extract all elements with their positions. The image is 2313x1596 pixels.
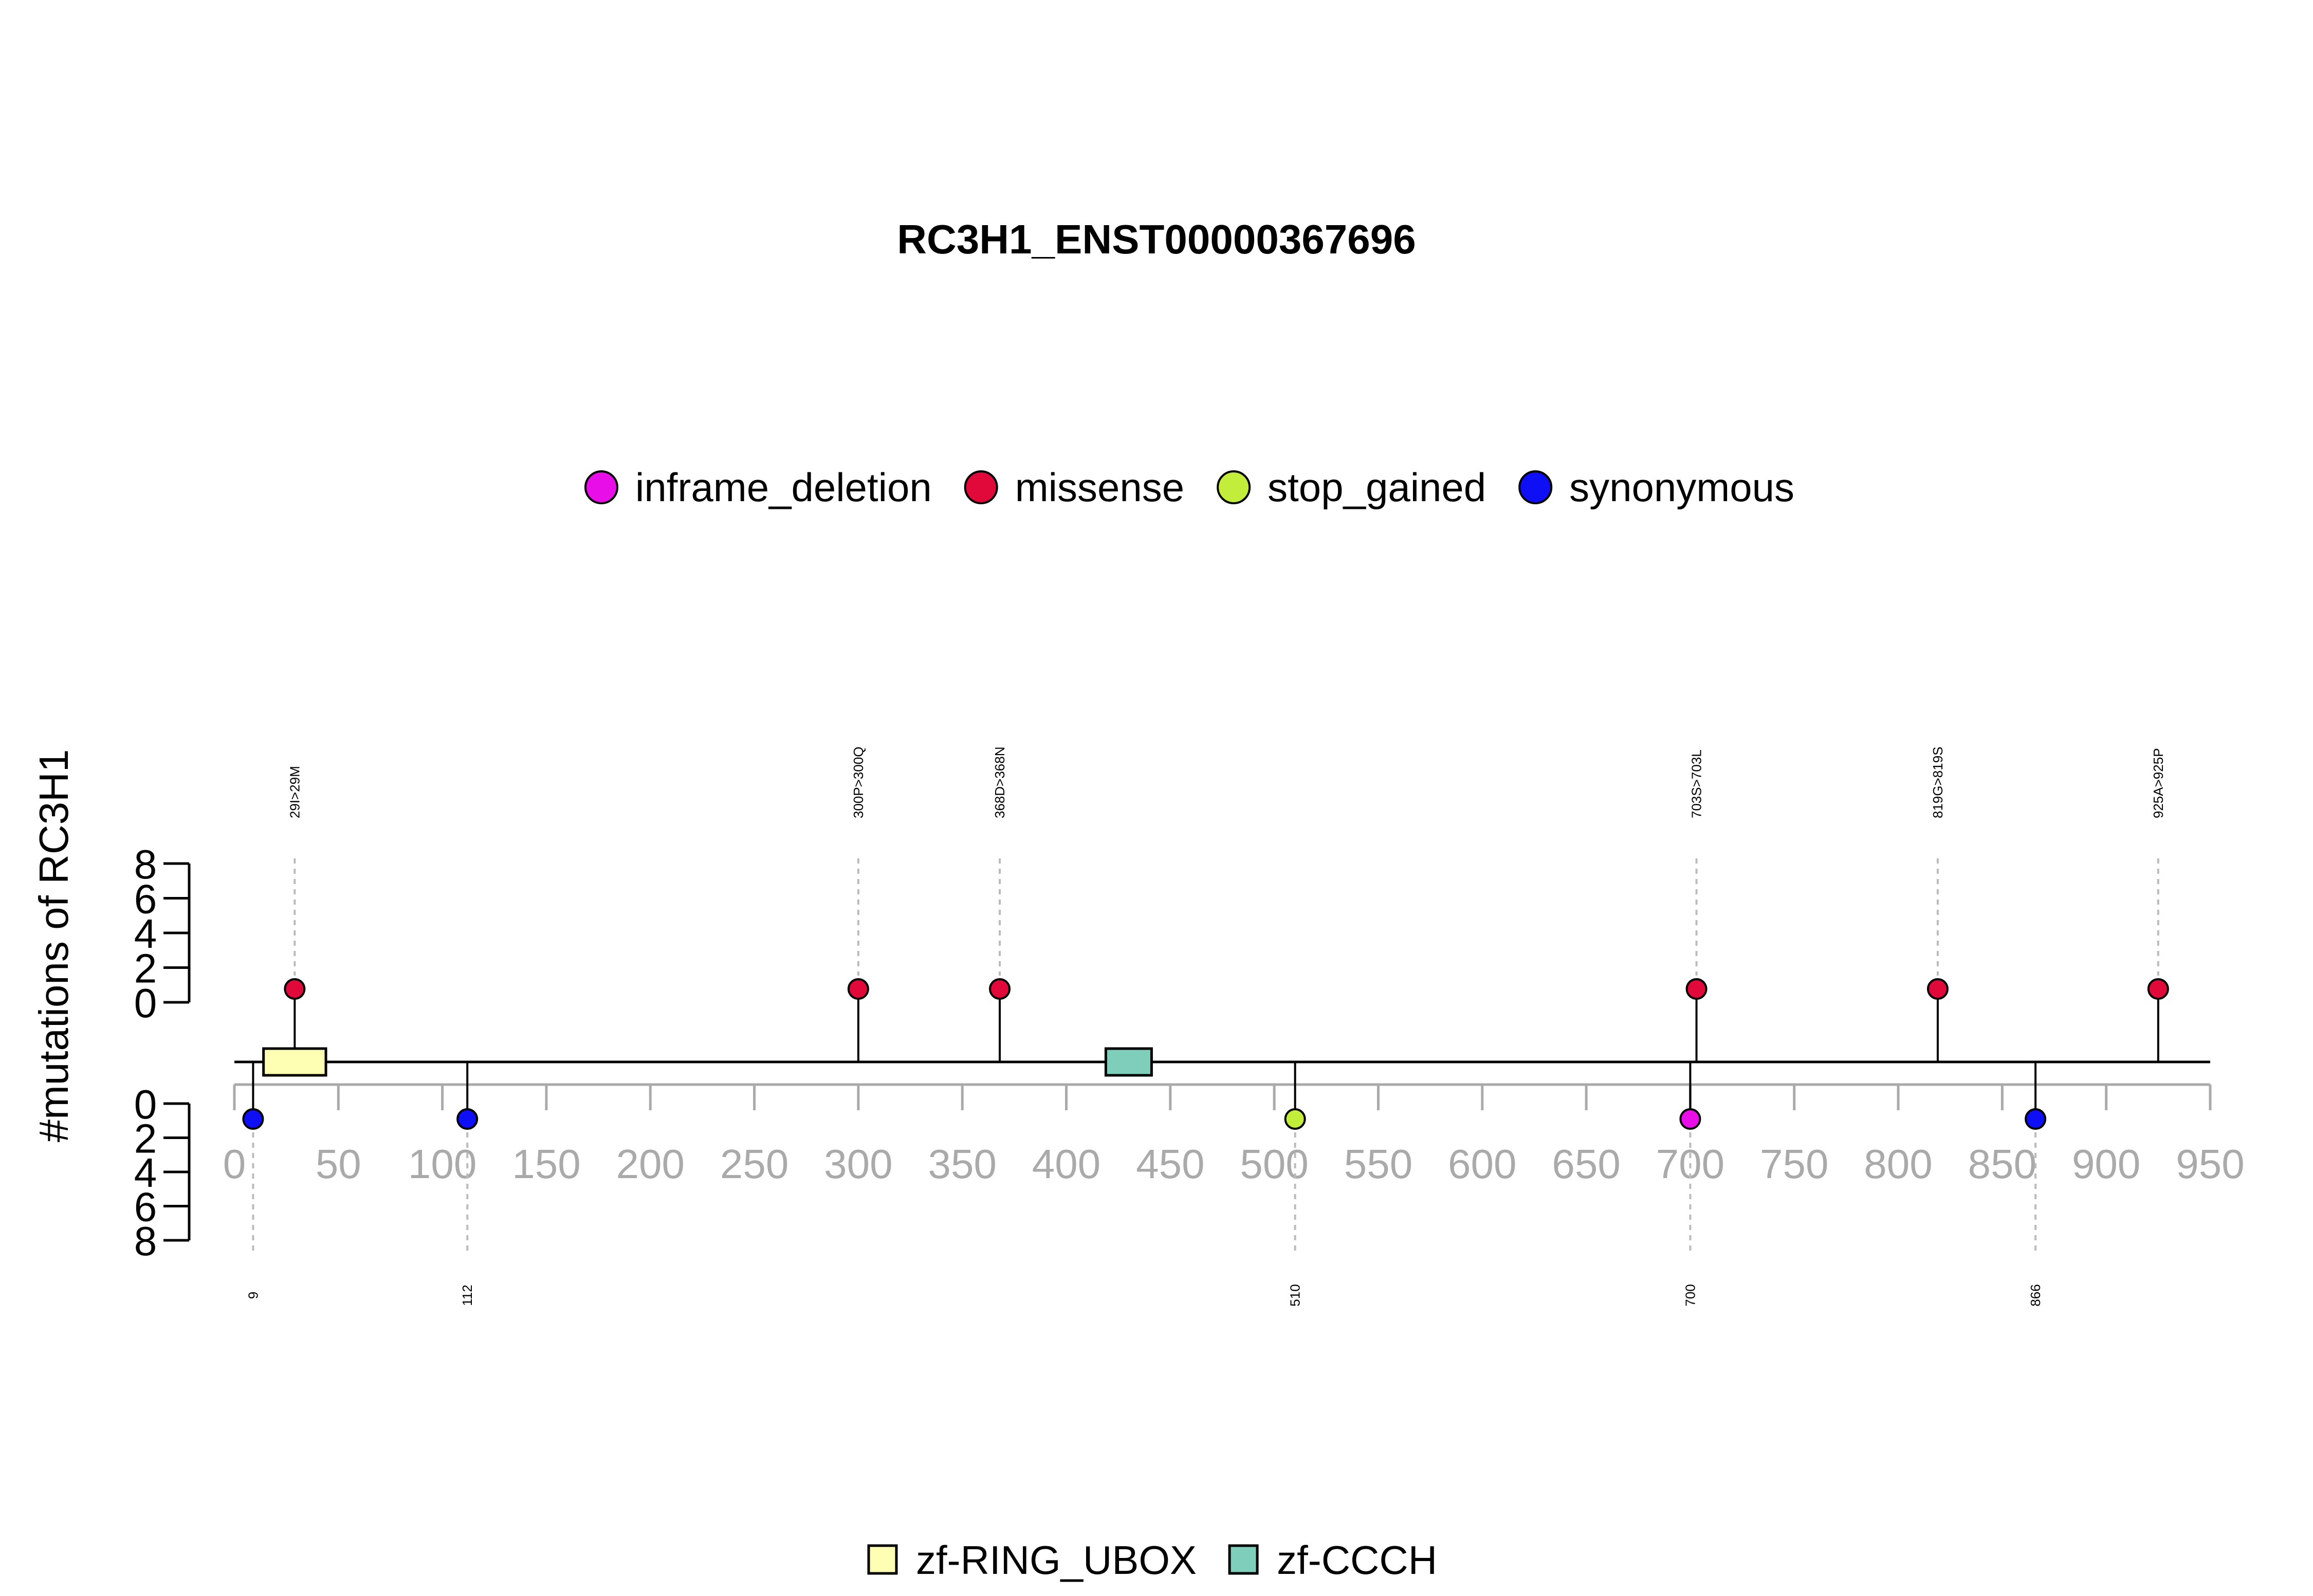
x-tick-label: 450: [1136, 1141, 1204, 1187]
mutation-label-upper: 925A>925P: [2151, 748, 2166, 818]
x-tick-label: 300: [824, 1141, 892, 1187]
domain-legend-label: zf-CCCH: [1277, 1537, 1437, 1583]
x-tick-label: 800: [1864, 1141, 1932, 1187]
mutation-label-upper: 368D>368N: [992, 747, 1007, 819]
legend-marker-synonymous: [1518, 470, 1553, 504]
domain-legend-swatch: [1228, 1544, 1259, 1575]
legend-marker-inframe_deletion: [584, 470, 618, 504]
mutation-label-lower: 9: [245, 1292, 261, 1299]
lollipop-head-synonymous: [2025, 1108, 2047, 1130]
lollipop-head-missense: [847, 978, 869, 1000]
y-tick-label-upper: 6: [134, 876, 157, 922]
domain-legend: zf-RING_UBOX zf-CCCH: [867, 1537, 1437, 1583]
legend-marker-stop_gained: [1217, 470, 1251, 504]
lollipop-head-missense: [989, 978, 1011, 1000]
y-tick-label-lower: 4: [134, 1150, 157, 1196]
mutation-label-lower: 700: [1682, 1284, 1698, 1306]
x-tick-label: 500: [1240, 1141, 1308, 1187]
x-tick-label: 100: [408, 1141, 476, 1187]
mutation-label-lower: 112: [460, 1285, 475, 1306]
x-tick-label: 600: [1448, 1141, 1516, 1187]
x-tick-label: 550: [1344, 1141, 1412, 1187]
y-tick-label-upper: 0: [134, 980, 157, 1026]
x-tick-label: 400: [1032, 1141, 1100, 1187]
chart-title: RC3H1_ENST00000367696: [897, 216, 1416, 262]
x-tick-label: 900: [2072, 1141, 2140, 1187]
x-tick-label: 950: [2176, 1141, 2244, 1187]
lollipop-head-missense: [284, 978, 306, 1000]
y-tick-label-lower: 2: [134, 1116, 157, 1162]
x-tick-label: 200: [616, 1141, 685, 1187]
mutation-type-legend: inframe_deletion missense stop_gained synon…: [584, 465, 1794, 510]
y-tick-label-lower: 8: [134, 1218, 157, 1264]
legend-label-synonymous: synonymous: [1569, 465, 1794, 510]
lollipop-head-synonymous: [242, 1108, 264, 1130]
x-tick-label: 250: [720, 1141, 788, 1187]
x-tick-label: 650: [1552, 1141, 1620, 1187]
domain-legend-swatch: [867, 1544, 898, 1575]
mutation-label-upper: 300P>300Q: [851, 746, 866, 818]
lollipops: 29I>29M 300P>300Q 368D>368N 703S>703L 819G>8…: [242, 746, 2169, 1307]
lollipop-head-missense: [1685, 978, 1708, 1000]
lollipop-head-missense: [2147, 978, 2169, 1000]
mutation-label-upper: 703S>703L: [1689, 749, 1704, 818]
lollipop-head-synonymous: [456, 1108, 479, 1130]
y-tick-label-lower: 0: [134, 1081, 157, 1127]
mutation-label-lower: 510: [1288, 1284, 1303, 1306]
lollipop-head-inframe_deletion: [1679, 1108, 1701, 1130]
x-tick-label: 350: [928, 1141, 996, 1187]
protein-track: [234, 1047, 2210, 1077]
y-tick-label-upper: 2: [134, 946, 157, 992]
domain-zf-CCCH: [1104, 1047, 1153, 1077]
y-tick-label-lower: 6: [134, 1184, 157, 1230]
lollipop-head-missense: [1926, 978, 1949, 1000]
legend-label-missense: missense: [1015, 465, 1184, 510]
x-tick-label: 50: [316, 1141, 361, 1187]
mutation-label-lower: 866: [2028, 1284, 2043, 1306]
y-tick-label-upper: 4: [134, 911, 157, 957]
domain-zf-RING_UBOX: [262, 1047, 327, 1077]
lollipop-head-stop_gained: [1284, 1108, 1306, 1130]
legend-label-inframe_deletion: inframe_deletion: [635, 465, 932, 510]
axes: 0 50 100 150 200 250 300 350 400 450 500 550 600 650 7…: [134, 841, 2245, 1264]
domain-legend-label: zf-RING_UBOX: [916, 1537, 1197, 1583]
mutation-label-upper: 29I>29M: [287, 766, 302, 818]
legend-marker-missense: [964, 470, 998, 504]
x-tick-label: 0: [223, 1141, 246, 1187]
mutation-label-upper: 819G>819S: [1930, 746, 1945, 818]
x-tick-label: 850: [1968, 1141, 2036, 1187]
x-tick-label: 150: [512, 1141, 580, 1187]
y-axis-label: #mutations of RC3H1: [31, 749, 77, 1143]
x-tick-label: 750: [1760, 1141, 1828, 1187]
legend-label-stop_gained: stop_gained: [1268, 465, 1486, 510]
y-tick-label-upper: 8: [134, 841, 157, 887]
